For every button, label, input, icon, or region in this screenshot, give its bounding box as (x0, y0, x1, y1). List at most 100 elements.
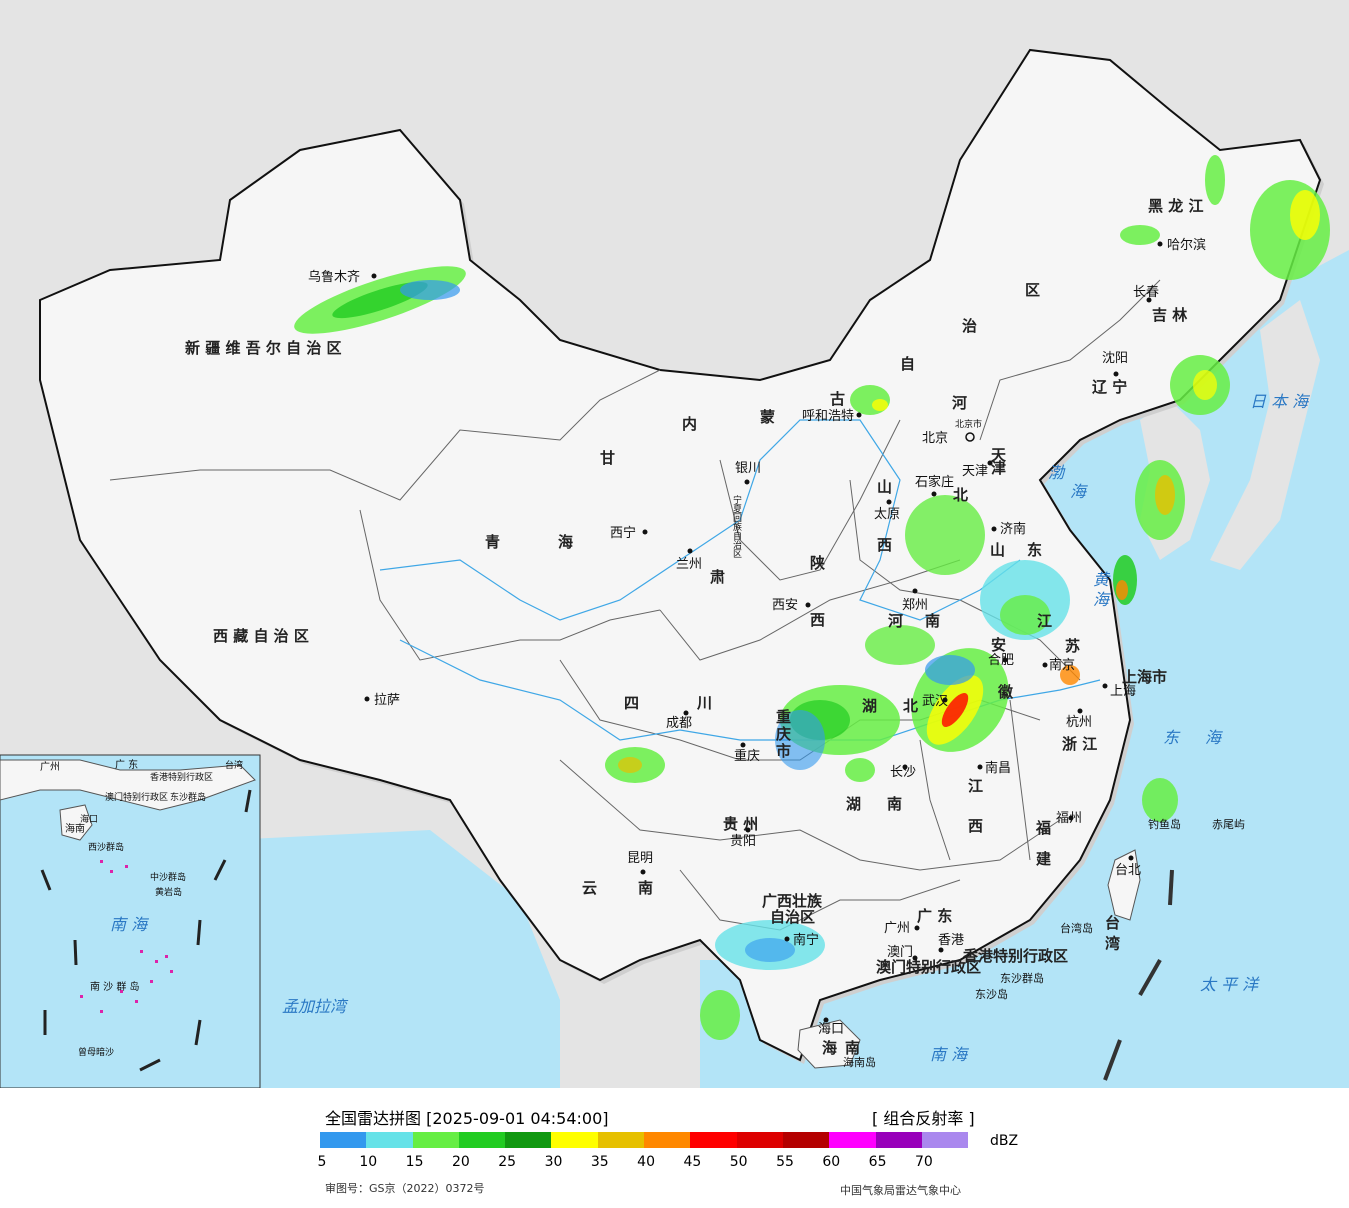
hainan-land (797, 1019, 861, 1069)
island-taiwan: 台湾岛 (1060, 921, 1093, 935)
city-hefei: 合肥 (988, 653, 1014, 668)
label-xinjiang: 新 疆 维 吾 尔 自 治 区 (185, 339, 342, 357)
sea-bengal: 孟加拉湾 (282, 997, 349, 1016)
color-cell-8 (690, 1132, 737, 1148)
city-guangzhou: 广州 (884, 921, 910, 936)
city-lanzhou: 兰州 (676, 557, 702, 572)
legend-panel (0, 1088, 1349, 1208)
sea-nanhai: 南 海 (930, 1045, 969, 1064)
inset-label-5: 台湾 (225, 759, 243, 771)
city-urumqi: 乌鲁木齐 (308, 269, 360, 285)
label-henan-2: 南 (925, 612, 940, 630)
city-nanjing: 南京 (1049, 657, 1075, 673)
label-hubei-1: 湖 (862, 697, 877, 715)
south-china-sea-inset: 广州 广 东 香港特别行政区 澳门特别行政区 东沙群岛 台湾 海口 海南 西沙群… (0, 754, 261, 1088)
city-xian: 西安 (772, 598, 798, 613)
label-nmg-1: 内 (682, 415, 697, 433)
tick-label: 10 (359, 1154, 378, 1170)
rivers (379, 419, 1101, 741)
label-sichuan-2: 川 (696, 694, 712, 712)
inset-label-6: 海口 (80, 813, 98, 825)
label-shandong-2: 东 (1027, 541, 1042, 559)
tick-label: 70 (914, 1154, 933, 1170)
label-anhui-2: 徽 (997, 683, 1014, 701)
city-labels: 乌鲁木齐 拉萨 西宁 兰州 银川 呼和浩特 哈尔滨 长春 沈阳 北京 北京市 天… (308, 237, 1206, 1037)
city-hongkong: 香港 (938, 933, 964, 948)
city-zhengzhou: 郑州 (902, 598, 928, 613)
label-guangxi-2: 自治区 (770, 908, 815, 926)
city-yinchuan: 银川 (735, 461, 761, 476)
label-hk: 香港特别行政区 (963, 947, 1068, 965)
label-shanxi-2: 西 (877, 536, 892, 554)
tick-label: 50 (729, 1154, 748, 1170)
city-beijing-small: 北京市 (955, 418, 982, 430)
tick-label: 55 (776, 1154, 794, 1170)
label-guangxi-1: 广西壮族 (762, 892, 823, 910)
island-dongsha: 东沙群岛 (1000, 971, 1044, 985)
inset-label-1: 广 东 (115, 758, 138, 771)
label-shanghai: 上海市 (1122, 668, 1167, 686)
label-shandong-1: 山 (990, 541, 1005, 559)
city-nanchang: 南昌 (985, 760, 1011, 776)
color-cell-7 (644, 1132, 691, 1148)
label-shaanxi-2: 西 (810, 611, 825, 629)
sea-donghai-2: 海 (1205, 728, 1223, 747)
city-chengdu: 成都 (666, 716, 692, 731)
label-ningxia: 宁夏回族自治区 (731, 494, 742, 558)
radar-map: 广州 广 东 香港特别行政区 澳门特别行政区 东沙群岛 台湾 海口 海南 西沙群… (0, 0, 1349, 1088)
inset-label-12: 南 沙 群 岛 (90, 980, 140, 993)
label-sichuan-1: 四 (624, 694, 639, 712)
label-hainan-2: 南 (845, 1039, 860, 1057)
sea-huanghai-2: 海 (1093, 590, 1111, 609)
label-hunan-2: 南 (887, 795, 902, 813)
city-kunming: 昆明 (627, 851, 653, 866)
label-cq-2: 庆 (776, 725, 791, 743)
sea-labels: 日 本 海 渤 海 黄 海 东 海 太 平 洋 南 海 孟加拉湾 (282, 392, 1310, 1064)
sea-bohai-2: 海 (1070, 482, 1088, 501)
source-credit: 中国气象局雷达气象中心 (840, 1184, 961, 1197)
label-shanxi-1: 山 (877, 478, 892, 496)
inset-label-7: 海南 (65, 822, 85, 835)
city-shenyang: 沈阳 (1102, 351, 1128, 366)
label-jiangxi-1: 江 (968, 777, 983, 795)
label-xizang: 西 藏 自 治 区 (213, 627, 309, 645)
sea-huanghai-1: 黄 (1093, 570, 1111, 589)
label-gansu-2: 肃 (710, 568, 725, 586)
label-liaoning: 辽 宁 (1092, 378, 1127, 396)
island-chiwei: 赤尾屿 (1212, 818, 1245, 831)
city-beijing: 北京 (922, 431, 948, 446)
label-yunnan-1: 云 (582, 879, 597, 897)
color-cell-6 (597, 1132, 645, 1148)
inset-label-4: 东沙群岛 (170, 791, 206, 803)
label-fujian-2: 建 (1036, 850, 1052, 868)
color-cell-3 (458, 1132, 506, 1148)
color-cell-10 (782, 1132, 830, 1148)
inset-label-0: 广州 (40, 761, 60, 773)
label-hainan-1: 海 (822, 1039, 837, 1057)
sea-japan: 日 本 海 (1250, 392, 1310, 411)
city-tianjin: 天津 (962, 464, 988, 479)
color-cell-9 (736, 1132, 783, 1148)
city-changsha: 长沙 (890, 765, 916, 780)
city-wuhan: 武汉 (922, 694, 948, 709)
province-labels: 新 疆 维 吾 尔 自 治 区 西 藏 自 治 区 青 海 甘 肃 内 蒙 古 … (185, 197, 1203, 1057)
taiwan-land (1107, 849, 1141, 921)
label-tianjin-2: 津 (991, 459, 1006, 477)
echo-henan (865, 625, 935, 665)
legend-product: [ 组合反射率 ] (872, 1109, 975, 1128)
label-hunan-1: 湖 (846, 795, 861, 813)
city-changchun: 长春 (1133, 285, 1159, 300)
label-jiangsu-1: 江 (1037, 612, 1052, 630)
label-shaanxi-1: 陕 (810, 554, 825, 572)
tick-label: 45 (683, 1154, 702, 1170)
tick-label: 5 (317, 1154, 327, 1170)
label-cq-1: 重 (776, 708, 791, 726)
label-jiangsu-2: 苏 (1065, 637, 1080, 655)
label-henan-1: 河 (888, 612, 903, 630)
inset-label-2: 香港特别行政区 (150, 771, 213, 783)
tick-label: 60 (822, 1154, 841, 1170)
label-yunnan-2: 南 (638, 879, 653, 897)
city-hohhot: 呼和浩特 (802, 409, 854, 424)
color-cell-1 (366, 1132, 413, 1148)
label-nmg-2: 蒙 (760, 408, 775, 426)
